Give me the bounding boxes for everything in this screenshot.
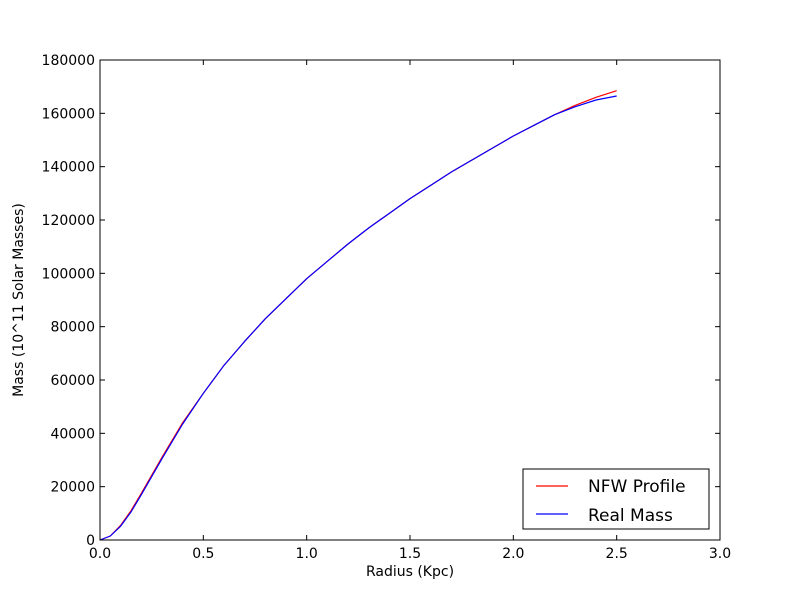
y-tick-label: 120000 <box>42 213 95 229</box>
x-tick-label: 0.0 <box>89 546 111 562</box>
legend-label-nfw-profile: NFW Profile <box>588 477 686 497</box>
y-tick-label: 80000 <box>50 320 95 336</box>
x-axis-label: Radius (Kpc) <box>366 564 454 580</box>
y-tick-label: 40000 <box>50 426 95 442</box>
legend-box <box>522 468 710 530</box>
x-tick-label: 1.0 <box>296 546 318 562</box>
y-tick-label: 160000 <box>42 106 95 122</box>
y-tick-label: 0 <box>86 533 95 549</box>
y-tick-label: 20000 <box>50 480 95 496</box>
y-tick-label: 100000 <box>42 266 95 282</box>
x-tick-label: 3.0 <box>709 546 731 562</box>
tick-layer: 0.0 0.5 1.0 1.5 2.0 2.5 3.0 0 20000 40000 60000 800… <box>42 53 732 562</box>
y-tick-label: 60000 <box>50 373 95 389</box>
series-line-real-mass <box>99 95 617 541</box>
legend: NFW Profile Real Mass <box>522 468 710 530</box>
y-tick-label: 180000 <box>42 53 95 69</box>
y-axis-label: Mass (10^11 Solar Masses) <box>11 203 27 397</box>
plot-area <box>100 60 720 540</box>
x-tick-label: 1.5 <box>399 546 421 562</box>
x-tick-label: 2.0 <box>502 546 524 562</box>
legend-label-real-mass: Real Mass <box>588 506 673 526</box>
x-tick-label: 2.5 <box>606 546 628 562</box>
y-tick-label: 140000 <box>42 160 95 176</box>
x-tick-label: 0.5 <box>192 546 214 562</box>
series-layer <box>99 90 617 541</box>
